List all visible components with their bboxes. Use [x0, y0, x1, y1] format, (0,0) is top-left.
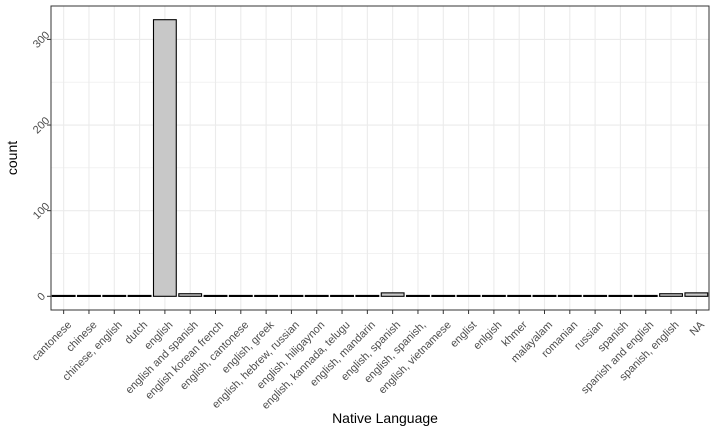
- bar-20: [557, 294, 582, 297]
- bar-12: [355, 294, 380, 297]
- x-axis-title: Native Language: [332, 410, 438, 426]
- bar-17: [481, 294, 506, 297]
- bars: [51, 19, 709, 297]
- y-axis-title: count: [4, 141, 20, 175]
- bar-13: [380, 292, 405, 297]
- bar-10: [304, 294, 329, 297]
- bar-14: [406, 294, 430, 297]
- bar-21: [583, 294, 608, 297]
- bar-24: [659, 293, 683, 297]
- bar-4: [152, 19, 177, 297]
- bar-16: [456, 294, 481, 297]
- bar-9: [279, 294, 304, 297]
- bar-22: [608, 294, 633, 297]
- bar-19: [532, 294, 557, 297]
- bar-18: [507, 294, 532, 297]
- bar-15: [431, 294, 456, 297]
- bar-1: [77, 294, 101, 297]
- panel-border: [50, 5, 710, 311]
- bar-5: [178, 293, 203, 297]
- bar-0: [51, 294, 76, 297]
- bar-2: [102, 294, 127, 297]
- bar-8: [254, 294, 279, 297]
- bar-11: [330, 294, 354, 297]
- bar-6: [203, 294, 228, 297]
- bar-25: [684, 292, 709, 297]
- bar-3: [127, 294, 152, 297]
- bar-23: [633, 294, 658, 297]
- bar-7: [228, 294, 253, 297]
